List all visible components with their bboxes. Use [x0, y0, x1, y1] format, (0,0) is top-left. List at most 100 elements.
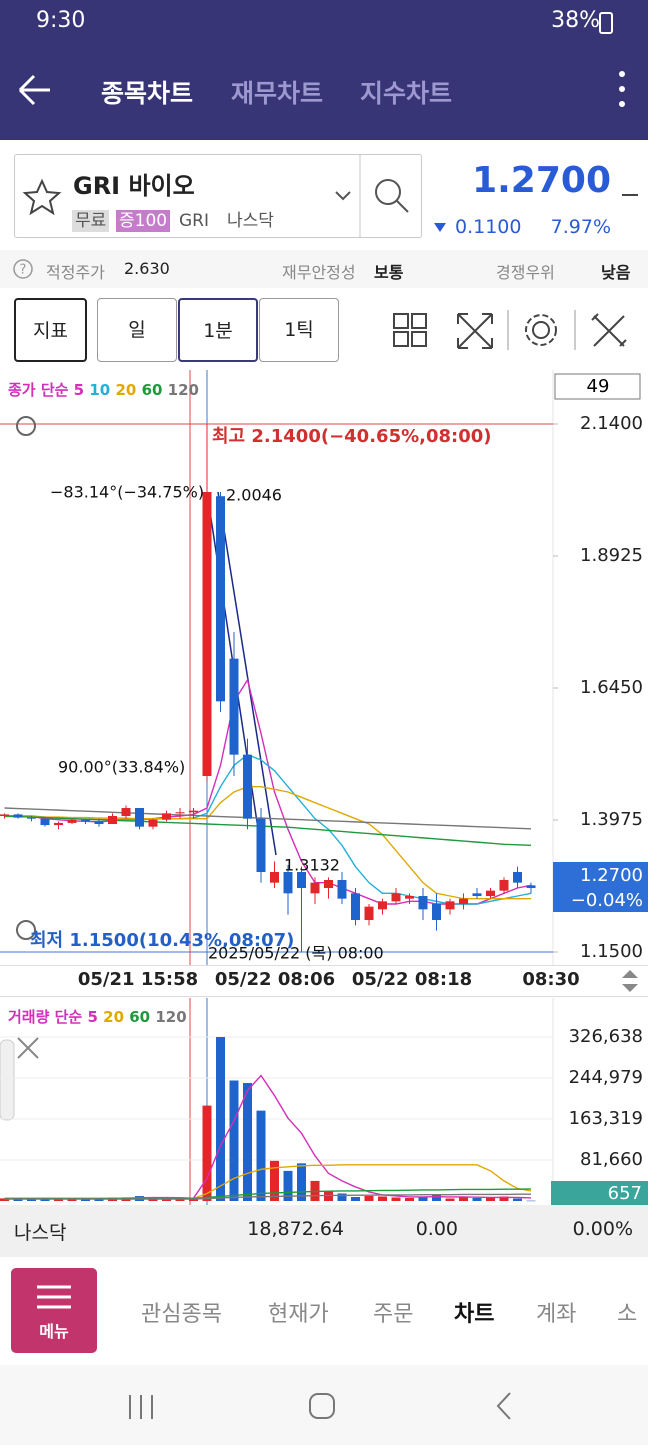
menu-tab[interactable]: 계좌 [536, 1302, 577, 1327]
status-battery: 38% [551, 8, 600, 33]
back-nav[interactable] [496, 1392, 511, 1420]
candle-body [189, 810, 198, 813]
volume-bar [418, 1196, 428, 1201]
candle-body [40, 818, 50, 826]
stock-name: GRI 바이오 [73, 172, 195, 200]
candle-body [108, 816, 117, 824]
search-icon[interactable] [396, 200, 409, 213]
x-tick-label: 05/22 08:18 [351, 969, 473, 990]
candle-body [243, 754, 252, 819]
stock-box[interactable] [14, 154, 422, 238]
battery-icon [599, 12, 613, 34]
indicator-button[interactable]: 지표 [14, 298, 87, 362]
candle-body [432, 904, 441, 920]
y-tick-label: 244,979 [569, 1067, 643, 1088]
y-tick-label: 163,319 [569, 1108, 643, 1129]
more-dot[interactable] [619, 86, 625, 92]
volume-bar [297, 1163, 306, 1201]
volume-bar [378, 1196, 387, 1201]
volume-bar [459, 1196, 468, 1201]
candle-body [202, 492, 212, 776]
info-value: 낮음 [601, 263, 631, 282]
time-axis [0, 965, 648, 997]
candle-body [256, 818, 266, 872]
menu-tab[interactable]: 차트 [454, 1302, 495, 1327]
ma-line [4, 753, 532, 905]
volume-ma-line [4, 1074, 532, 1200]
zoom-out[interactable] [16, 920, 36, 940]
volume-bar [391, 1197, 401, 1201]
menu-tab[interactable]: 소 [617, 1302, 638, 1327]
tab[interactable]: 재무차트 [231, 79, 324, 108]
legend-entry: 5 [87, 1008, 97, 1026]
tag: GRI [179, 211, 209, 231]
candle-body [459, 898, 468, 904]
volume-bar [351, 1196, 360, 1201]
info-row [0, 250, 648, 288]
layout-icon[interactable] [393, 313, 427, 347]
search-icon[interactable] [375, 179, 401, 205]
annotation: 2025/05/22 (목) 08:00 [208, 944, 384, 963]
x-tick-label: 05/22 08:06 [214, 969, 336, 990]
volume-bar [283, 1170, 293, 1201]
more-dot[interactable] [619, 101, 625, 107]
legend-entry: 10 [89, 381, 110, 399]
zoom-in[interactable] [16, 416, 36, 436]
legend-entry: 120 [168, 381, 199, 399]
annotation: 2.0046 [226, 486, 282, 505]
period-button[interactable]: 1틱 [259, 298, 339, 362]
svg-text:?: ? [20, 263, 27, 278]
legend: 거래량 단순 5 20 60 120 [8, 1008, 187, 1026]
period-button[interactable]: 1분 [178, 298, 258, 362]
volume-bar [216, 1037, 225, 1201]
menu-tab[interactable]: 주문 [373, 1302, 414, 1327]
help-icon[interactable]: ? [12, 258, 34, 280]
tab[interactable]: 지수차트 [360, 79, 453, 108]
down-arrow [434, 223, 446, 232]
index-name: 나스닥 [14, 1222, 67, 1244]
last-price-tag [553, 862, 648, 912]
volume-bar [499, 1196, 509, 1201]
y-tick-label: 1.8925 [580, 545, 643, 566]
favorite-star[interactable] [22, 178, 62, 216]
last-volume-label: 657 [608, 1183, 642, 1204]
candle-body [135, 808, 144, 827]
menu-tab[interactable]: 관심종목 [141, 1302, 222, 1327]
legend: 종가 단순 5 10 20 60 120 [8, 381, 199, 399]
volume-bar [13, 1198, 23, 1201]
tools-icon[interactable] [591, 313, 627, 347]
volume-bar [445, 1198, 455, 1201]
candle-body [175, 812, 185, 814]
dropdown-arrow[interactable] [335, 191, 351, 201]
index-change: 0.00 [415, 1218, 458, 1240]
more-dot[interactable] [619, 71, 625, 77]
index-bar [0, 1205, 648, 1257]
info-value: 2.630 [124, 259, 170, 278]
candle-body [121, 808, 131, 816]
scroll-arrows[interactable] [618, 968, 642, 994]
settings-icon[interactable] [525, 314, 557, 346]
period-button[interactable]: 일 [97, 298, 177, 362]
menu-tab[interactable]: 현재가 [268, 1302, 329, 1327]
expand-icon[interactable] [457, 313, 493, 349]
volume-bar [189, 1198, 198, 1201]
menu-button[interactable] [11, 1268, 97, 1353]
info-label: 재무안정성 [282, 263, 356, 282]
legend-entry: 120 [155, 1008, 186, 1026]
system-nav-icons [129, 1392, 511, 1420]
candle-body [54, 822, 63, 826]
volume-bar [243, 1083, 252, 1201]
candle-body [310, 882, 320, 894]
recent-apps[interactable] [129, 1395, 153, 1419]
candle-body [337, 880, 347, 899]
ma-line [4, 807, 532, 830]
volume-bar [364, 1195, 374, 1201]
close-icon[interactable] [17, 1037, 39, 1059]
home-button[interactable] [309, 1393, 335, 1419]
y-tick-label: 326,638 [569, 1026, 643, 1047]
drag-handle[interactable] [0, 1039, 15, 1121]
tab[interactable]: 종목차트 [101, 79, 194, 108]
candle-body [297, 872, 306, 888]
back-button[interactable] [18, 74, 50, 106]
